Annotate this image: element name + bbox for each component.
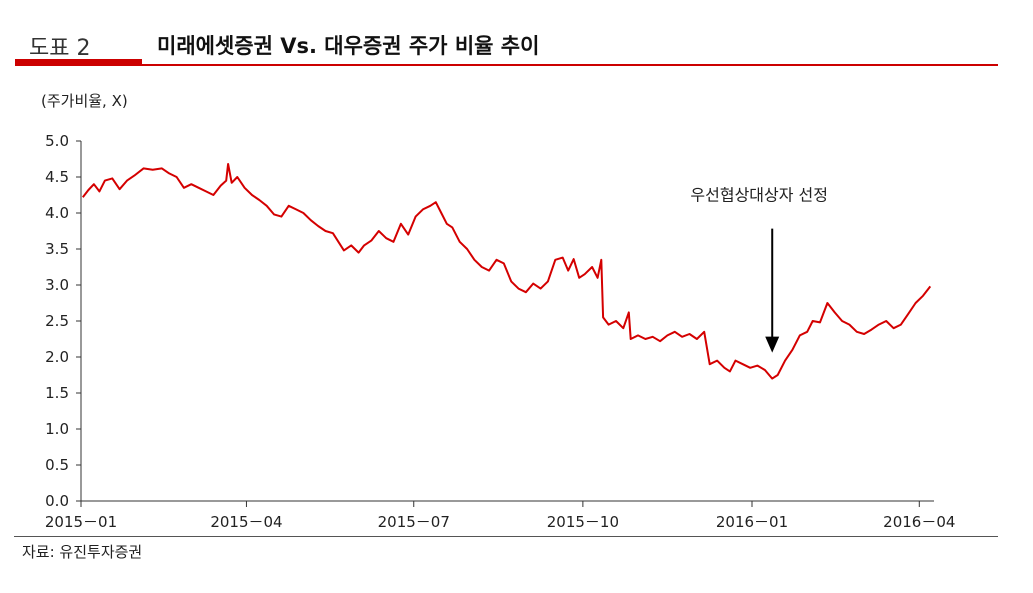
annotation-label: 우선협상대상자 선정 xyxy=(690,186,828,205)
x-tick-label: 2015－01 xyxy=(45,513,117,531)
figure-title: 미래에셋증권 Vs. 대우증권 주가 비율 추이 xyxy=(157,34,540,58)
x-tick-label: 2016－01 xyxy=(716,513,788,531)
header-rule-accent xyxy=(15,59,142,65)
figure-label: 도표 2 xyxy=(29,36,91,61)
y-axis-unit-label: (주가비율, X) xyxy=(41,92,128,110)
footer-rule xyxy=(14,536,998,537)
y-tick-label: 2.0 xyxy=(45,348,69,366)
y-tick-label: 4.5 xyxy=(45,168,69,186)
y-tick-label: 3.5 xyxy=(45,240,69,258)
y-tick-label: 1.5 xyxy=(45,384,69,402)
x-tick-label: 2015－07 xyxy=(378,513,450,531)
figure-header: 도표 2 미래에셋증권 Vs. 대우증권 주가 비율 추이 xyxy=(15,26,998,70)
y-axis: 0.0 0.5 1.0 1.5 2.0 2.5 3.0 3.5 4.0 4.5 5.0 xyxy=(45,132,82,510)
y-tick-label: 3.0 xyxy=(45,276,69,294)
annotation-group: 우선협상대상자 선정 xyxy=(690,186,828,353)
annotation-arrow-head xyxy=(765,336,780,353)
y-tick-label: 0.5 xyxy=(45,456,69,474)
x-tick-label: 2015－10 xyxy=(547,513,619,531)
header-rule xyxy=(15,64,998,66)
x-tick-label: 2016－04 xyxy=(883,513,955,531)
y-tick-label: 5.0 xyxy=(45,132,69,150)
y-tick-label: 2.5 xyxy=(45,312,69,330)
x-axis: 2015－01 2015－04 2015－07 2015－10 2016－01 2016－… xyxy=(45,500,955,531)
source-note: 자료: 유진투자증권 xyxy=(22,543,143,561)
y-tick-label: 4.0 xyxy=(45,204,69,222)
series-line xyxy=(82,163,932,380)
y-tick-label: 1.0 xyxy=(45,420,69,438)
series-group xyxy=(82,163,932,380)
y-tick-label: 0.0 xyxy=(45,492,69,510)
x-tick-label: 2015－04 xyxy=(210,513,282,531)
